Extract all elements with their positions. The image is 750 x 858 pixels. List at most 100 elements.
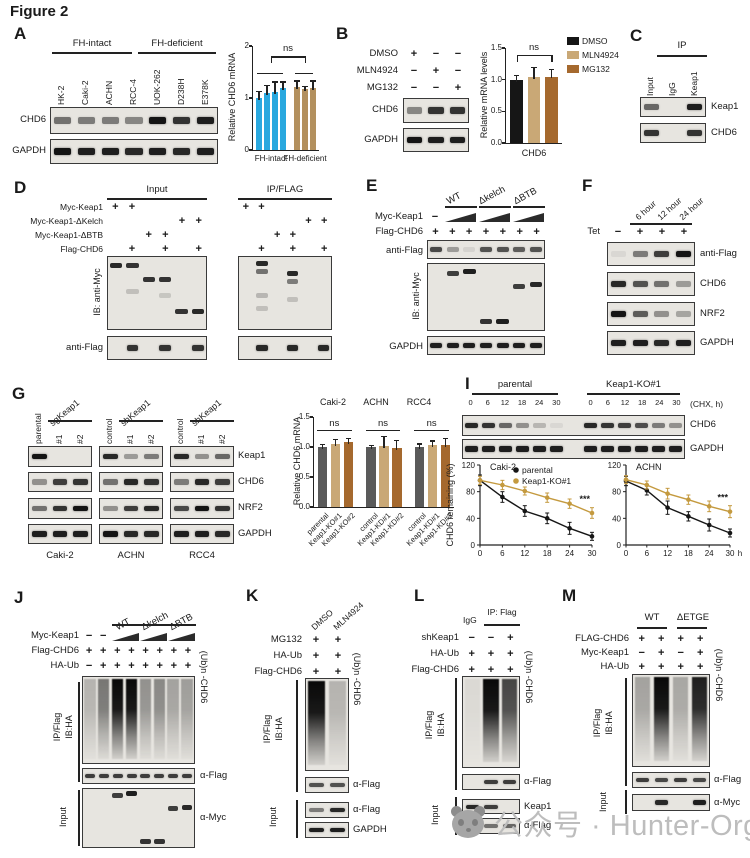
western-blot-input-anti-flag [107, 336, 207, 360]
minus-sign: − [431, 211, 439, 223]
dose-wedge [112, 633, 139, 641]
legend-item-dmso: DMSO [567, 36, 608, 46]
alpha-flag-label: α-Flag [714, 774, 742, 785]
svg-text:30: 30 [588, 549, 597, 558]
row-label-myc-keap1: Myc-Keap1 [580, 647, 629, 658]
western-blot-gapdh [305, 822, 349, 838]
western-blot-chd6-rcc4 [170, 472, 234, 492]
svg-text:24: 24 [565, 549, 574, 558]
blot-row-label-chd6: CHD6 [700, 278, 726, 289]
ib-anti-myc-label: IB: anti-Myc [411, 272, 421, 320]
western-blot-gapdh [427, 336, 545, 355]
lane-signs: + + [312, 650, 342, 662]
group-header-fh-intact: FH-intact [72, 38, 112, 49]
svg-text:12: 12 [520, 549, 529, 558]
lane-signs: + + [242, 201, 265, 213]
svg-text:0: 0 [478, 549, 483, 558]
blot-row-label-keap1: Keap1 [711, 101, 739, 112]
underline [587, 393, 680, 395]
ip-header: IP [677, 40, 687, 51]
svg-text:80: 80 [466, 488, 475, 497]
blot-row-label-chd6: CHD6 [238, 476, 264, 487]
ubn-chd6-label: (Ub)n -CHD6 [524, 650, 534, 704]
lane-signs: + + [273, 229, 297, 241]
input-label: Input [58, 806, 68, 828]
keap1-label: Keap1 [524, 801, 552, 812]
cell-line-label-achn: ACHN [117, 550, 145, 561]
lane-signs: + + + + [638, 633, 704, 645]
western-blot-anti-flag [607, 242, 695, 266]
western-blot-keap1-achn [99, 446, 163, 467]
ubiquitination-smear-blot [632, 674, 710, 767]
svg-text:18: 18 [684, 549, 693, 558]
blot-row-label-keap1: Keap1 [238, 450, 266, 461]
panel-b-letter: B [336, 24, 349, 43]
group-header-wt: WT [444, 190, 464, 207]
western-blot-chd6 [607, 272, 695, 296]
cell-line-label-caki2: Caki-2 [46, 550, 74, 561]
panel-e-letter: E [366, 176, 378, 195]
western-blot-ip-anti-myc [238, 256, 332, 330]
bracket-line [78, 682, 80, 782]
western-blot-keap1-caki2 [28, 446, 92, 467]
svg-text:30: 30 [726, 549, 735, 558]
western-blot-gapdh [50, 139, 218, 164]
western-blot-gapdh [607, 331, 695, 355]
western-blot-input-anti-myc [82, 788, 195, 848]
lane-signs: − + + + [614, 226, 688, 238]
chart-i-y-axis-label: CHD6 remaining (%) [445, 463, 455, 547]
lane-signs: + + [305, 215, 328, 227]
input-label: Input [430, 804, 440, 826]
svg-text:ACHN: ACHN [636, 462, 662, 472]
lane-signs: + + [178, 215, 202, 227]
western-blot-anti-myc [427, 263, 545, 331]
panel-a-letter: A [14, 24, 27, 43]
ubiquitination-smear-blot [462, 676, 520, 768]
lane-signs: − − + [410, 82, 462, 94]
lane-signs: − + + + + + + + [85, 660, 192, 672]
underline [112, 624, 140, 626]
row-label-flag-chd6: Flag-CHD6 [60, 244, 103, 254]
row-label-flag-chd6: Flag-CHD6 [411, 664, 459, 675]
legend-swatch [567, 65, 579, 73]
bracket-line [625, 678, 627, 786]
bar-chart-chd6-mrna-knockouts: 0.0 0.5 1.0 1.5 ns ns ns parental Keap1-KO#1 Keap… [298, 412, 454, 549]
panel-m-letter: M [562, 586, 577, 605]
underline [513, 206, 545, 208]
panel-d-letter: D [14, 178, 27, 197]
underline [472, 393, 558, 395]
blot-row-label-chd6: CHD6 [711, 127, 737, 138]
western-blot-gapdh [403, 128, 469, 152]
bracket-line [296, 800, 298, 838]
western-blot-input-alpha-flag [305, 802, 349, 818]
blot-row-label-anti-flag: anti-Flag [700, 248, 737, 259]
bracket-line [625, 790, 627, 814]
blot-row-label-gapdh: GAPDH [12, 145, 46, 156]
row-label-flag-chd6: Flag-CHD6 [375, 226, 423, 237]
western-blot-gapdh-caki2 [28, 524, 92, 544]
group-header-detge: ΔETGE [676, 612, 710, 623]
svg-text:40: 40 [612, 514, 621, 523]
lane-signs: + + [145, 229, 169, 241]
western-blot-ip-alpha-flag [462, 774, 520, 790]
ip-lane-labels: Input IgG Keap1 [645, 71, 699, 96]
western-blot-chd6-chx [462, 415, 685, 436]
svg-text:h: h [738, 549, 742, 558]
western-blot-gapdh-achn [99, 524, 163, 544]
svg-text:120: 120 [608, 461, 622, 470]
line-chart-caki2-decay: 0 40 80 120 0 6 12 18 24 30 Caki-2 parentalKeap1-KO… [462, 461, 597, 558]
western-blot-gapdh-rcc4 [170, 524, 234, 544]
bar-chart-chd6-mrna-cell-lines: 0 1 2 ns FH-intact FH-deficient [244, 41, 327, 163]
group-header-dbtb: ΔBTB [511, 185, 539, 207]
lane-signs: + + + + + + + + [85, 645, 192, 657]
western-blot-chd6 [50, 107, 218, 134]
svg-text:6: 6 [500, 549, 505, 558]
row-label-shkeap1: shKeap1 [421, 632, 459, 643]
ubn-chd6-label: (Ub)n -CHD6 [199, 650, 209, 704]
underline [657, 55, 707, 57]
western-blot-chd6 [640, 123, 706, 143]
cell-line-label-rcc4: RCC4 [189, 550, 215, 561]
ubn-chd6-label: (Ub)n -CHD6 [352, 652, 362, 706]
lane-signs: + + + [468, 648, 514, 660]
svg-text:***: *** [579, 494, 590, 504]
